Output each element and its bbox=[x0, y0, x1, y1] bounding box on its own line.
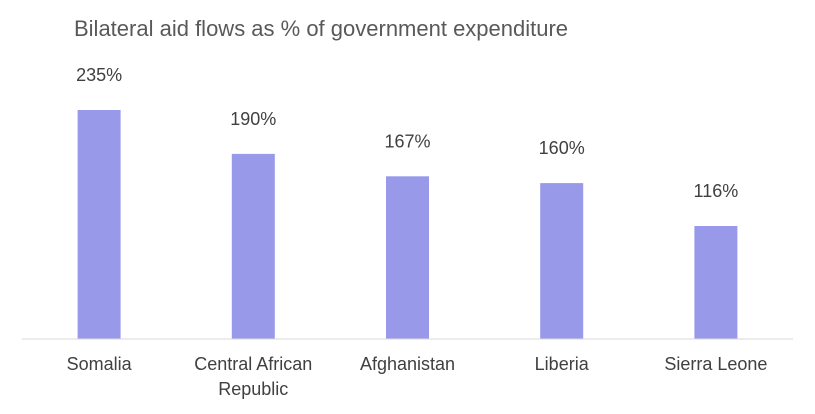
data-label: 235% bbox=[76, 65, 122, 85]
x-tick-labels: Somalia Central African Republic Afghanista… bbox=[67, 354, 768, 399]
data-label: 190% bbox=[230, 109, 276, 129]
data-label: 116% bbox=[694, 181, 739, 201]
data-label: 167% bbox=[384, 131, 430, 151]
bar bbox=[386, 176, 429, 339]
x-tick-label-line: Afghanistan bbox=[360, 354, 455, 374]
x-tick-label: Sierra Leone bbox=[664, 354, 767, 374]
x-tick-label-line: Sierra Leone bbox=[664, 354, 767, 374]
x-tick-label: Somalia bbox=[67, 354, 133, 374]
x-tick-label-line: Central African bbox=[194, 354, 312, 374]
x-tick-label: Liberia bbox=[535, 354, 590, 374]
bars bbox=[77, 110, 738, 339]
x-tick-label: Central African Republic bbox=[194, 354, 312, 399]
bar bbox=[77, 110, 121, 339]
bar bbox=[540, 183, 584, 339]
bar bbox=[694, 226, 738, 339]
bar bbox=[231, 153, 275, 339]
x-tick-label: Afghanistan bbox=[360, 354, 455, 374]
x-tick-label-line: Liberia bbox=[535, 354, 590, 374]
data-labels: 235% 190% 167% 160% 116% bbox=[76, 65, 738, 201]
data-label: 160% bbox=[539, 138, 585, 158]
chart-title: Bilateral aid flows as % of government e… bbox=[74, 16, 568, 41]
x-tick-label-line: Republic bbox=[218, 379, 288, 399]
x-tick-label-line: Somalia bbox=[67, 354, 133, 374]
